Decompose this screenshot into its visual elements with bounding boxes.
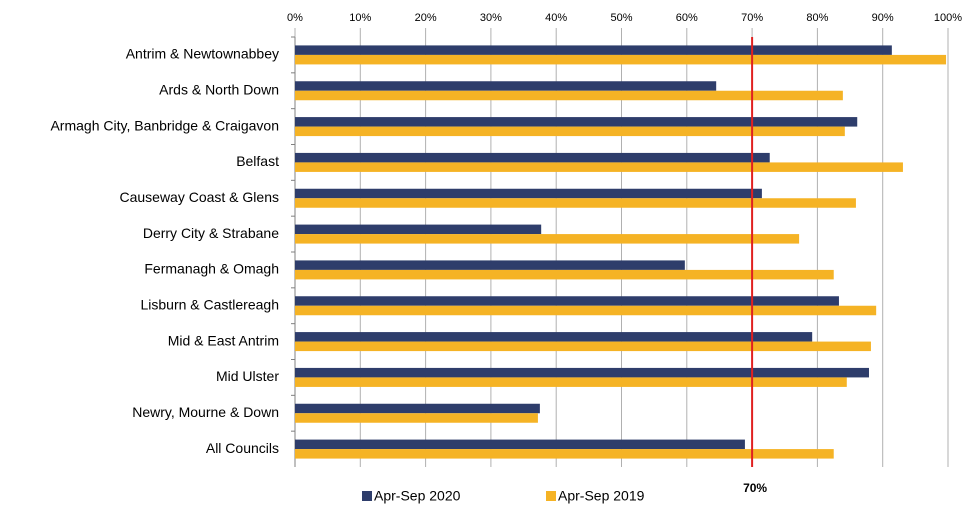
x-tick-label: 10% <box>349 12 371 24</box>
bar <box>295 367 869 378</box>
bar <box>295 81 717 91</box>
legend-label: Apr-Sep 2020 <box>374 488 461 504</box>
y-tick-label: Derry City & Strabane <box>143 225 279 241</box>
bar <box>295 260 685 270</box>
y-tick-label: Belfast <box>236 153 279 169</box>
legend-swatch <box>362 491 372 501</box>
y-tick-label: Mid Ulster <box>216 368 279 384</box>
bar <box>295 198 856 208</box>
bar <box>295 54 947 65</box>
x-tick-label: 90% <box>872 12 894 24</box>
bar <box>295 403 540 414</box>
x-tick-label: 50% <box>610 12 632 24</box>
bar <box>295 126 845 137</box>
x-tick-label: 60% <box>676 12 698 24</box>
x-tick-label: 70% <box>741 12 763 24</box>
bar <box>295 341 871 352</box>
bar <box>295 224 542 235</box>
y-tick-label: Mid & East Antrim <box>168 332 279 348</box>
reference-label: 70% <box>743 481 767 495</box>
bar <box>295 332 813 342</box>
y-tick-label: Lisburn & Castlereagh <box>140 296 279 312</box>
x-tick-label: 30% <box>480 12 502 24</box>
x-tick-label: 40% <box>545 12 567 24</box>
bar <box>295 234 800 244</box>
bar <box>295 269 834 280</box>
y-tick-label: Ards & North Down <box>159 81 279 97</box>
y-tick-label: Armagh City, Banbridge & Craigavon <box>50 117 279 133</box>
legend-label: Apr-Sep 2019 <box>558 488 645 504</box>
y-tick-label: All Councils <box>206 440 279 456</box>
x-tick-label: 100% <box>934 12 962 24</box>
bar <box>295 413 538 423</box>
bar <box>295 152 770 163</box>
x-tick-label: 20% <box>415 12 437 24</box>
y-tick-label: Antrim & Newtownabbey <box>126 46 279 62</box>
y-tick-label: Newry, Mourne & Down <box>132 404 279 420</box>
x-tick-label: 0% <box>287 12 303 24</box>
bar <box>295 188 762 199</box>
bar <box>295 305 877 316</box>
bar <box>295 45 892 55</box>
y-tick-label: Fermanagh & Omagh <box>144 261 279 277</box>
bar <box>295 449 834 459</box>
bar <box>295 162 903 172</box>
bar <box>295 90 843 101</box>
bar <box>295 296 839 306</box>
bar <box>295 117 858 127</box>
legend-swatch <box>546 491 556 501</box>
x-tick-label: 80% <box>806 12 828 24</box>
bar <box>295 439 745 450</box>
y-tick-label: Causeway Coast & Glens <box>119 189 279 205</box>
bar <box>295 377 847 387</box>
